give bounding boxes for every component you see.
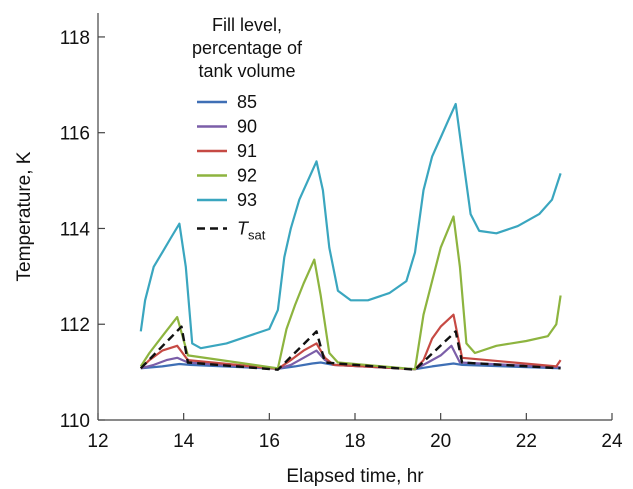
y-tick-label: 114 xyxy=(60,219,91,240)
legend-label: Tsat xyxy=(237,219,266,243)
x-tick-label: 18 xyxy=(344,431,365,452)
x-tick-label: 22 xyxy=(516,431,537,452)
legend-label: 85 xyxy=(237,92,257,112)
series-line-85 xyxy=(140,361,561,371)
x-axis-title: Elapsed time, hr xyxy=(286,466,424,487)
legend-label: 90 xyxy=(237,117,257,137)
legend-title-line: tank volume xyxy=(198,61,295,81)
y-tick-label: 110 xyxy=(60,411,90,432)
y-axis-title: Temperature, K xyxy=(14,151,35,281)
series-line-tsat xyxy=(139,325,561,371)
legend: Fill level, percentage of tank volume 85 90 9… xyxy=(192,15,303,243)
y-tick-label: 118 xyxy=(60,28,90,49)
x-tick-label: 12 xyxy=(87,431,108,452)
series-line-90 xyxy=(140,344,561,371)
y-tick-label: 116 xyxy=(60,124,90,145)
series-layer xyxy=(139,102,562,371)
legend-label: 91 xyxy=(237,141,257,161)
series-line-91 xyxy=(140,313,562,371)
y-tick-label: 112 xyxy=(60,315,90,336)
legend-title-line: percentage of xyxy=(192,38,303,58)
legend-label: 93 xyxy=(237,190,257,210)
x-tick-label: 14 xyxy=(173,431,195,452)
x-tick-label: 16 xyxy=(259,431,280,452)
legend-label: 92 xyxy=(237,166,257,186)
series-line-92 xyxy=(139,215,562,371)
legend-title-line: Fill level, xyxy=(212,15,282,35)
series-line-93 xyxy=(139,102,562,350)
axes: 12 14 16 18 20 22 24 110 112 114 116 118 Elapsed tim… xyxy=(14,13,623,487)
x-tick-label: 24 xyxy=(601,431,623,452)
x-tick-label: 20 xyxy=(430,431,451,452)
